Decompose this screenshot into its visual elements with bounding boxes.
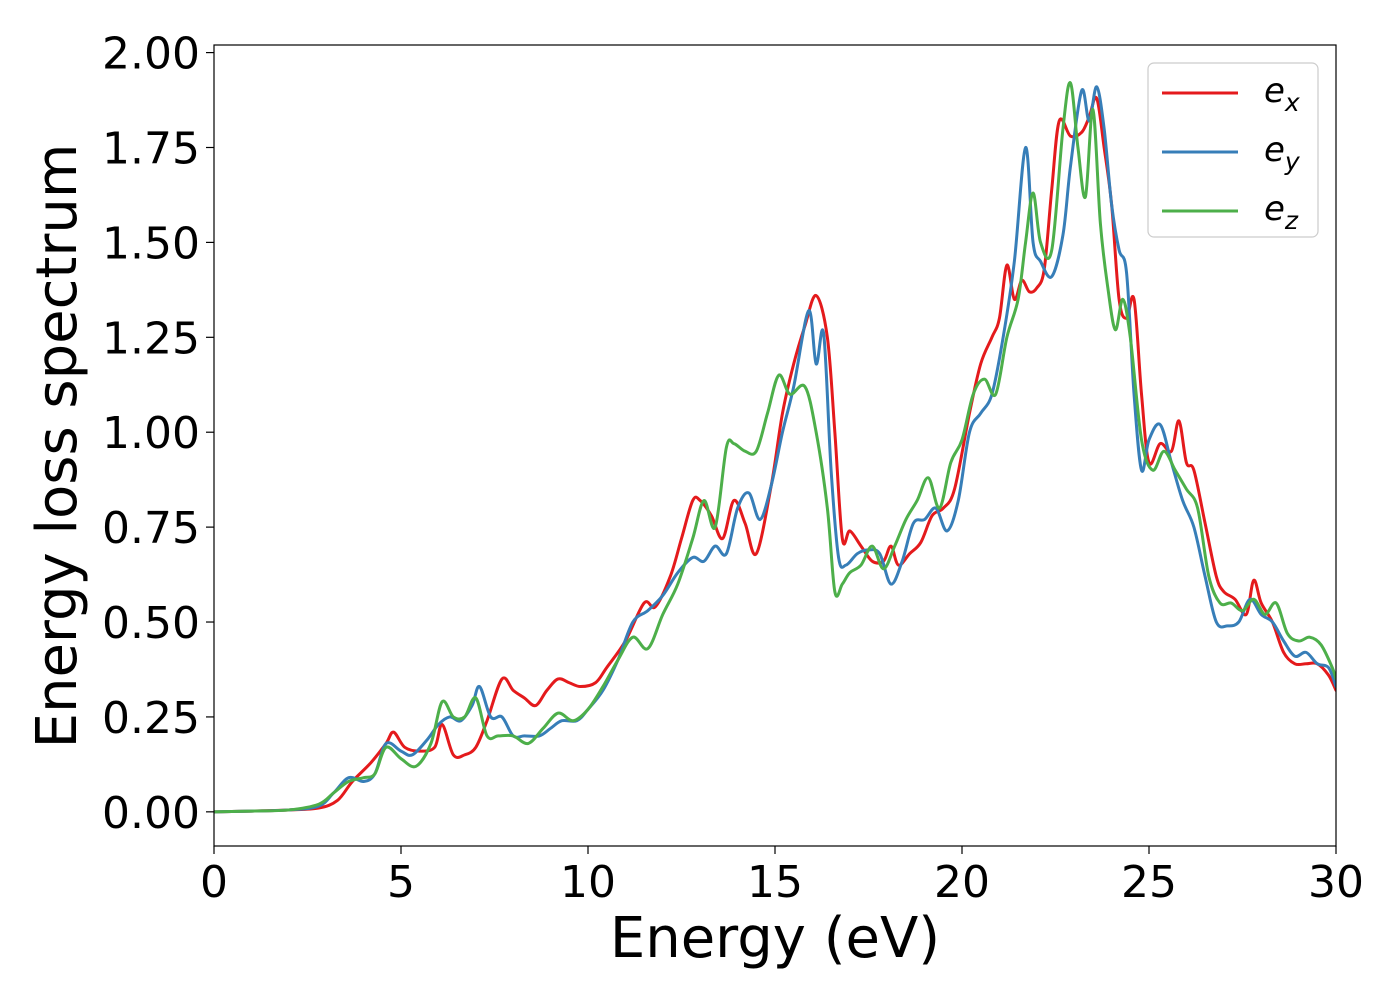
- x-tick-label: 20: [934, 857, 990, 908]
- y-tick-label: 1.00: [102, 408, 200, 459]
- y-tick-label: 1.25: [102, 313, 200, 364]
- x-tick-label: 30: [1308, 857, 1364, 908]
- x-tick-label: 25: [1121, 857, 1177, 908]
- x-axis-label: Energy (eV): [610, 906, 940, 971]
- series-line-e-z: [214, 81, 1336, 814]
- legend-label-y: ey: [1264, 130, 1301, 176]
- y-tick-label: 2.00: [102, 29, 200, 80]
- legend-box: [1147, 62, 1319, 238]
- x-tick-label: 5: [387, 857, 415, 908]
- y-tick-label: 1.75: [102, 123, 200, 174]
- legend-label-z: ez: [1264, 189, 1299, 235]
- x-tick-label: 15: [747, 857, 803, 908]
- y-tick-label: 1.50: [102, 218, 200, 269]
- y-tick-label: 0.00: [102, 788, 200, 839]
- legend: ex ey ez: [1147, 62, 1319, 238]
- y-axis-label: Energy loss spectrum: [25, 144, 90, 749]
- x-tick-label: 0: [200, 857, 228, 908]
- legend-label-x: ex: [1264, 71, 1300, 117]
- x-tick-label: 10: [560, 857, 616, 908]
- series-line-e-y: [214, 85, 1336, 814]
- series-layer: [214, 81, 1336, 814]
- y-tick-label: 0.75: [102, 503, 200, 554]
- axes-layer: 0 5 10 15 20 25 30 0.00 0.25 0.50 0.75 1.00 1.25 1.50…: [102, 29, 1364, 908]
- y-tick-label: 0.25: [102, 693, 200, 744]
- y-tick-label: 0.50: [102, 598, 200, 649]
